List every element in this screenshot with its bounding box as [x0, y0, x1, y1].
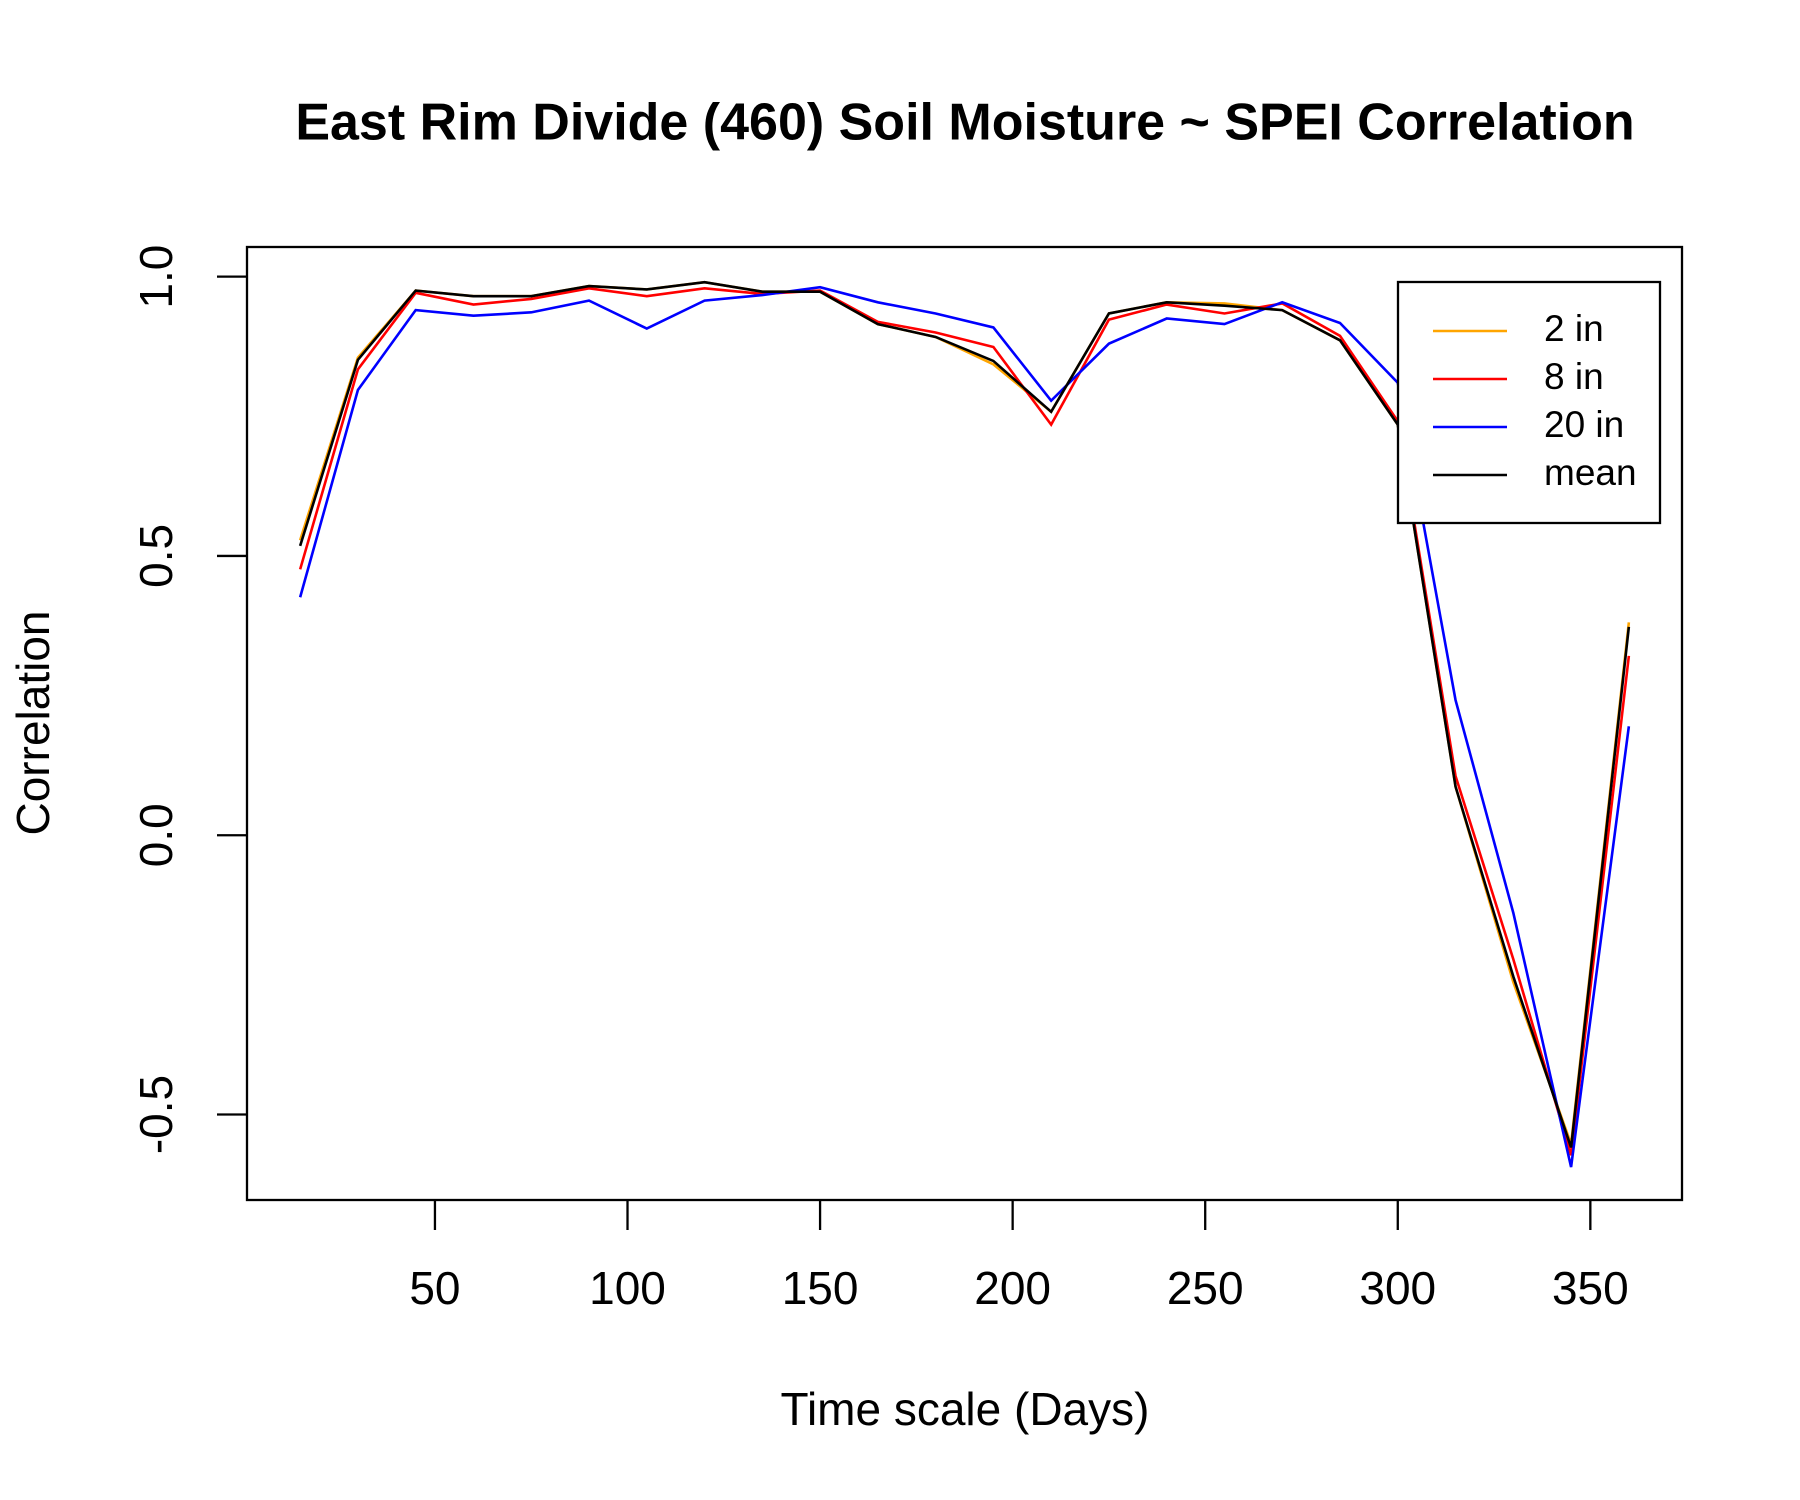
legend-label: mean	[1544, 452, 1637, 493]
legend-box	[1396, 280, 1662, 525]
y-tick-label: -0.5	[130, 1075, 182, 1154]
legend-label: 2 in	[1544, 308, 1604, 349]
x-tick-label: 300	[1359, 1262, 1436, 1314]
x-tick-label: 350	[1552, 1262, 1629, 1314]
y-axis-label: Correlation	[7, 611, 59, 836]
chart-title: East Rim Divide (460) Soil Moisture ~ SP…	[295, 94, 1634, 152]
x-tick-label: 200	[974, 1262, 1051, 1314]
x-axis-label: Time scale (Days)	[781, 1383, 1150, 1435]
y-tick-label: 1.0	[130, 245, 182, 309]
y-tick-label: 0.0	[130, 803, 182, 867]
legend-label: 8 in	[1544, 356, 1604, 397]
x-tick-label: 250	[1167, 1262, 1244, 1314]
legend-label: 20 in	[1544, 404, 1624, 445]
x-tick-label: 50	[409, 1262, 460, 1314]
y-tick-label: 0.5	[130, 524, 182, 588]
x-tick-label: 150	[782, 1262, 859, 1314]
plot-frame	[245, 245, 1684, 1202]
x-tick-label: 100	[589, 1262, 666, 1314]
